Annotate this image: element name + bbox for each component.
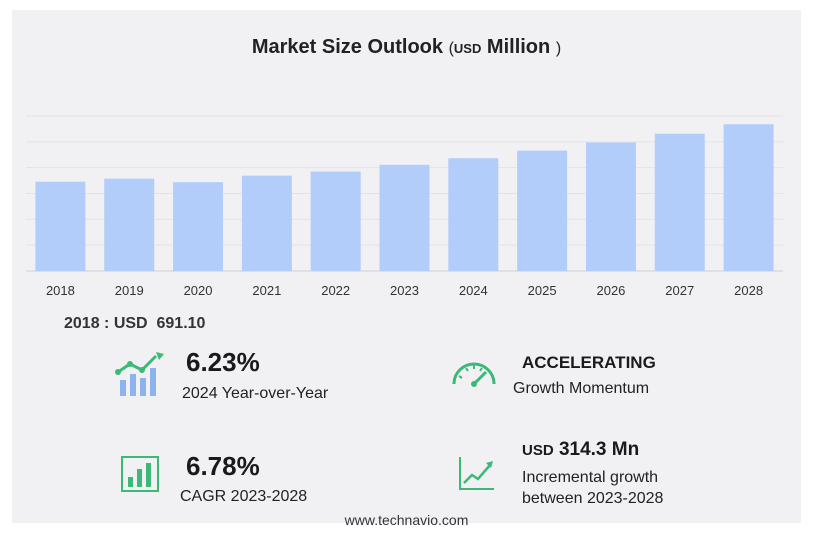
bar-2018 <box>35 181 86 271</box>
base-value: 691.10 <box>156 315 206 332</box>
base-year-note: 2018 : USD 691.10 <box>64 315 205 333</box>
incremental-label-line1: Incremental growth <box>522 469 659 486</box>
chart-x-ticks: 2018 2019 2020 2021 2022 2023 2024 2025 2026 2027… <box>46 283 763 298</box>
bar-2021 <box>241 175 292 271</box>
incremental-currency: USD <box>522 442 554 459</box>
bar-2020 <box>173 182 224 271</box>
bar-chart: 2018 2019 2020 2021 2022 2023 2024 2025 2026 2027… <box>26 115 783 298</box>
x-tick-2019: 2019 <box>115 283 144 298</box>
yoy-value: 6.23% <box>186 347 260 377</box>
growth-line-icon <box>459 457 494 490</box>
momentum-label: Growth Momentum <box>513 380 650 397</box>
speedometer-icon <box>452 362 496 387</box>
bar-2023 <box>379 164 430 271</box>
base-sep: : <box>104 315 110 332</box>
x-tick-2020: 2020 <box>184 283 213 298</box>
x-tick-2018: 2018 <box>46 283 75 298</box>
trend-chart-icon <box>115 352 164 396</box>
chart-bars <box>35 124 774 272</box>
x-tick-2021: 2021 <box>252 283 281 298</box>
bar-2024 <box>448 158 499 271</box>
x-tick-2025: 2025 <box>528 283 557 298</box>
x-tick-2027: 2027 <box>665 283 694 298</box>
x-tick-2022: 2022 <box>321 283 350 298</box>
incremental-value: USD 314.3 Mn <box>522 439 639 461</box>
yoy-label: 2024 Year-over-Year <box>182 385 329 402</box>
x-tick-2023: 2023 <box>390 283 419 298</box>
bar-2028 <box>723 124 774 272</box>
bar-2022 <box>310 171 361 271</box>
bar-2025 <box>517 150 568 271</box>
x-tick-2026: 2026 <box>596 283 625 298</box>
title-unit: USD <box>453 41 482 56</box>
title-unit-word: Million <box>486 36 551 58</box>
title-paren-open: ( <box>448 40 454 57</box>
cagr-label: CAGR 2023-2028 <box>180 488 308 505</box>
title-paren-close: ) <box>555 40 562 57</box>
source-footer: www.technavio.com <box>344 512 469 528</box>
incremental-label-line2: between 2023-2028 <box>522 490 664 507</box>
base-currency: USD <box>113 315 148 332</box>
bar-chart-icon <box>121 456 159 492</box>
base-year: 2018 <box>64 315 100 332</box>
momentum-value: ACCELERATING <box>522 353 656 372</box>
bar-2027 <box>654 133 705 271</box>
bar-2019 <box>104 178 155 271</box>
x-tick-2028: 2028 <box>734 283 763 298</box>
x-tick-2024: 2024 <box>459 283 488 298</box>
title-text: Market Size Outlook <box>251 36 444 58</box>
incremental-number: 314.3 Mn <box>558 439 640 460</box>
chart-title: Market Size Outlook (USD Million ) <box>0 36 813 59</box>
bar-2026 <box>585 142 636 271</box>
cagr-value: 6.78% <box>186 451 260 481</box>
